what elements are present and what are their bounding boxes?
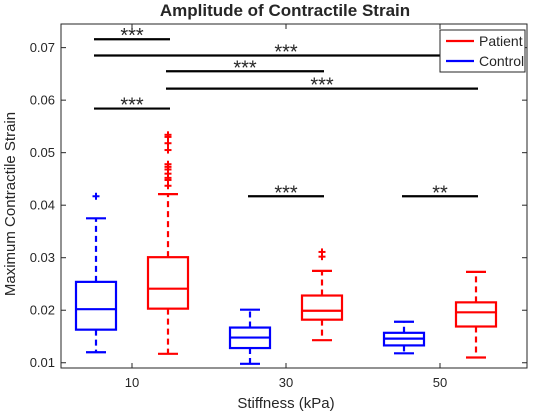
chart-title: Amplitude of Contractile Strain bbox=[160, 1, 410, 20]
plot-area-frame bbox=[60, 23, 528, 369]
box-control-10 bbox=[74, 192, 118, 354]
legend-frame bbox=[439, 29, 526, 73]
significance-bar: *** bbox=[94, 95, 170, 117]
significance-label: *** bbox=[120, 25, 144, 47]
outlier-point bbox=[164, 146, 172, 154]
y-tick-label: 0.01 bbox=[30, 355, 55, 370]
outlier-point bbox=[92, 192, 100, 200]
y-tick-label: 0.03 bbox=[30, 250, 55, 265]
legend-patient-label: Patient bbox=[479, 33, 523, 49]
iqr-box bbox=[454, 301, 498, 328]
outlier-point bbox=[164, 133, 172, 141]
x-tick-label: 30 bbox=[279, 375, 293, 390]
y-axis-ticks: 0.01 0.02 0.03 0.04 0.05 0.06 0.07 bbox=[30, 40, 527, 370]
y-tick-label: 0.04 bbox=[30, 198, 55, 213]
significance-label: *** bbox=[310, 75, 334, 97]
x-tick-label: 10 bbox=[125, 375, 139, 390]
outlier-point bbox=[164, 182, 172, 190]
box-patient-10 bbox=[146, 131, 190, 355]
x-axis-ticks: 10 30 50 bbox=[125, 24, 447, 390]
iqr-box bbox=[146, 256, 190, 310]
outlier-point bbox=[318, 253, 326, 261]
iqr-box bbox=[74, 280, 118, 331]
significance-bar: *** bbox=[166, 57, 324, 79]
y-tick-label: 0.06 bbox=[30, 93, 55, 108]
box-control-30 bbox=[228, 308, 272, 365]
box-control-50 bbox=[382, 320, 426, 355]
significance-label: *** bbox=[233, 57, 257, 79]
legend: Patient Control bbox=[439, 29, 526, 73]
significance-label: *** bbox=[120, 95, 144, 117]
iqr-box bbox=[300, 294, 344, 321]
significance-label: *** bbox=[274, 42, 298, 64]
significance-bar: *** bbox=[94, 25, 170, 47]
significance-label: ** bbox=[432, 182, 448, 204]
significance-bar: *** bbox=[166, 75, 478, 97]
x-axis-label: Stiffness (kPa) bbox=[237, 395, 334, 412]
significance-label: *** bbox=[274, 182, 298, 204]
legend-control-label: Control bbox=[479, 53, 524, 69]
box-patient-50 bbox=[454, 270, 498, 359]
y-tick-label: 0.02 bbox=[30, 303, 55, 318]
significance-bar: ** bbox=[402, 182, 478, 204]
significance-bar: *** bbox=[94, 42, 478, 64]
outlier-point bbox=[164, 139, 172, 147]
box-series bbox=[74, 131, 498, 365]
x-tick-label: 50 bbox=[433, 375, 447, 390]
y-tick-label: 0.07 bbox=[30, 40, 55, 55]
box-patient-30 bbox=[300, 248, 344, 342]
significance-bars: ****************** ** bbox=[94, 25, 478, 204]
y-tick-label: 0.05 bbox=[30, 145, 55, 160]
significance-bar: *** bbox=[248, 182, 324, 204]
y-axis-label: Maximum Contractile Strain bbox=[2, 112, 19, 296]
